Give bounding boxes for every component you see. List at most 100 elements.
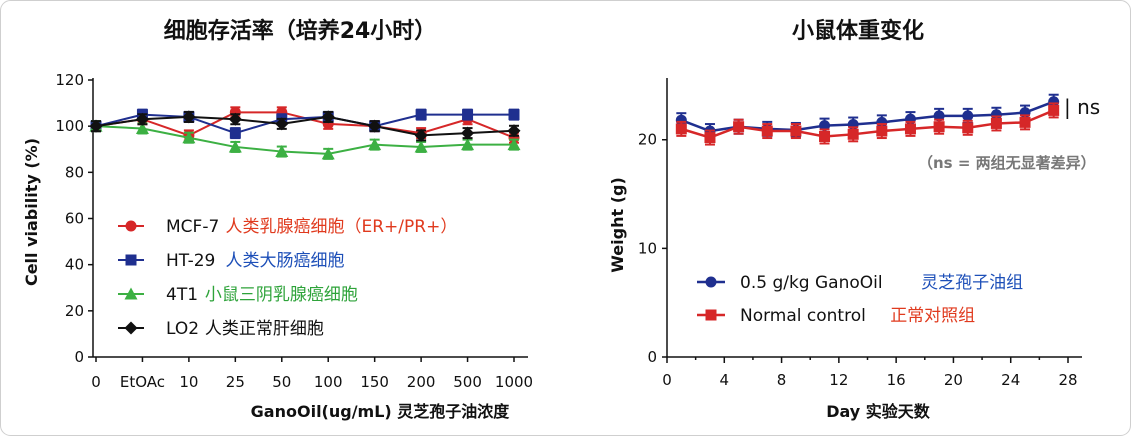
chart-title: 细胞存活率（培养24小时） bbox=[164, 18, 437, 44]
legend-label-cn: 人类乳腺癌细胞（ER+/PR+） bbox=[226, 217, 458, 237]
ns-annotation: | ns bbox=[1064, 95, 1100, 119]
data-point bbox=[182, 131, 196, 144]
legend-label: 4T1 bbox=[166, 285, 198, 305]
data-point bbox=[733, 121, 745, 133]
data-point bbox=[904, 123, 916, 135]
data-point bbox=[135, 112, 149, 126]
legend-marker bbox=[125, 220, 137, 232]
y-axis-label: Cell viability (%) bbox=[22, 138, 41, 286]
data-point bbox=[415, 109, 427, 121]
data-point bbox=[507, 138, 521, 151]
data-point bbox=[819, 130, 831, 142]
data-point bbox=[1019, 116, 1031, 128]
data-point bbox=[228, 112, 242, 126]
data-point bbox=[229, 127, 241, 139]
x-tick-label: 24 bbox=[1001, 371, 1020, 389]
chart-title: 小鼠体重变化 bbox=[792, 18, 924, 44]
data-point bbox=[321, 147, 335, 160]
x-tick-label: 150 bbox=[360, 373, 389, 391]
legend: MCF-7 人类乳腺癌细胞（ER+/PR+） HT-29 人类大肠癌细胞 4T1 小鼠三阴… bbox=[118, 217, 457, 339]
data-point bbox=[89, 119, 103, 133]
data-point bbox=[847, 128, 859, 140]
legend-marker bbox=[125, 254, 137, 266]
legend-label-cn: 正常对照组 bbox=[890, 306, 975, 326]
data-point bbox=[962, 122, 974, 134]
series-normal-control bbox=[675, 102, 1060, 146]
y-axis-label: Weight (g) bbox=[608, 177, 627, 273]
x-tick-label: EtOAc bbox=[120, 373, 165, 391]
data-point bbox=[704, 132, 716, 144]
y-tick-label: 60 bbox=[65, 210, 84, 228]
legend-label: MCF-7 bbox=[166, 217, 219, 237]
data-point bbox=[275, 117, 289, 131]
mouse-weight-chart: 小鼠体重变化 Weight (g) Day 实验天数 0 10 20 0 4 8 12 16 2… bbox=[608, 18, 1100, 421]
data-point bbox=[819, 120, 831, 132]
legend-marker bbox=[124, 287, 138, 300]
data-point bbox=[933, 121, 945, 133]
x-tick-label: 200 bbox=[407, 373, 436, 391]
legend-marker bbox=[705, 309, 717, 321]
data-point bbox=[876, 116, 888, 128]
x-tick-label: 10 bbox=[179, 373, 198, 391]
legend-label-cn: 人类大肠癌细胞 bbox=[226, 251, 345, 271]
series-lo2 bbox=[89, 110, 521, 142]
data-point bbox=[761, 125, 773, 137]
y-tick-label: 10 bbox=[638, 239, 657, 257]
x-tick-label: 4 bbox=[720, 371, 730, 389]
legend-label: HT-29 bbox=[166, 251, 215, 271]
y-tick-label: 0 bbox=[647, 348, 657, 366]
legend-label: 0.5 g/kg GanoOil bbox=[740, 273, 883, 293]
x-tick-label: 50 bbox=[272, 373, 291, 391]
data-point bbox=[508, 109, 520, 121]
legend: 0.5 g/kg GanoOil 灵芝孢子油组 Normal control 正常对照… bbox=[697, 273, 1023, 326]
legend-label-cn: 人类正常肝细胞 bbox=[205, 319, 324, 339]
x-tick-label: 20 bbox=[944, 371, 963, 389]
x-tick-label: 0 bbox=[662, 371, 672, 389]
y-tick-label: 120 bbox=[55, 71, 84, 89]
ns-note: （ns = 两组无显著差异） bbox=[918, 154, 1096, 172]
data-point bbox=[461, 126, 475, 140]
x-tick-label: 28 bbox=[1058, 371, 1077, 389]
data-point bbox=[414, 128, 428, 142]
x-axis-label: GanoOil(ug/mL) 灵芝孢子油浓度 bbox=[251, 402, 511, 421]
series-line bbox=[95, 113, 514, 135]
data-point bbox=[962, 110, 974, 122]
series-line bbox=[95, 115, 515, 137]
data-point bbox=[1048, 96, 1060, 108]
data-point bbox=[876, 125, 888, 137]
data-point bbox=[368, 138, 382, 151]
data-point bbox=[675, 114, 687, 126]
cell-viability-chart: 细胞存活率（培养24小时） Cell viability (%) GanoOil… bbox=[22, 18, 533, 421]
legend-label-cn: 灵芝孢子油组 bbox=[921, 273, 1023, 293]
x-tick-label: 0 bbox=[91, 373, 101, 391]
data-point bbox=[275, 145, 289, 158]
data-point bbox=[368, 119, 382, 133]
data-point bbox=[182, 110, 196, 124]
legend-label: Normal control bbox=[740, 306, 866, 326]
y-tick-label: 20 bbox=[65, 302, 84, 320]
x-tick-label: 100 bbox=[314, 373, 343, 391]
data-point bbox=[1048, 104, 1060, 116]
data-point bbox=[135, 121, 149, 134]
x-axis-label: Day 实验天数 bbox=[826, 402, 931, 421]
x-tick-label: 12 bbox=[829, 371, 848, 389]
legend-label: LO2 bbox=[166, 319, 199, 339]
data-point bbox=[228, 140, 242, 153]
data-point bbox=[933, 110, 945, 122]
data-point bbox=[461, 138, 475, 151]
data-point bbox=[675, 123, 687, 135]
x-tick-label: 8 bbox=[777, 371, 787, 389]
y-tick-label: 80 bbox=[65, 163, 84, 181]
x-tick-label: 25 bbox=[226, 373, 245, 391]
data-point bbox=[990, 109, 1002, 121]
x-tick-label: 1000 bbox=[495, 373, 533, 391]
data-point bbox=[790, 125, 802, 137]
x-tick-label: 16 bbox=[887, 371, 906, 389]
legend-marker bbox=[705, 276, 717, 288]
data-point bbox=[990, 117, 1002, 129]
data-point bbox=[414, 140, 428, 153]
data-point bbox=[321, 110, 335, 124]
data-point bbox=[507, 124, 521, 138]
y-tick-label: 40 bbox=[65, 256, 84, 274]
